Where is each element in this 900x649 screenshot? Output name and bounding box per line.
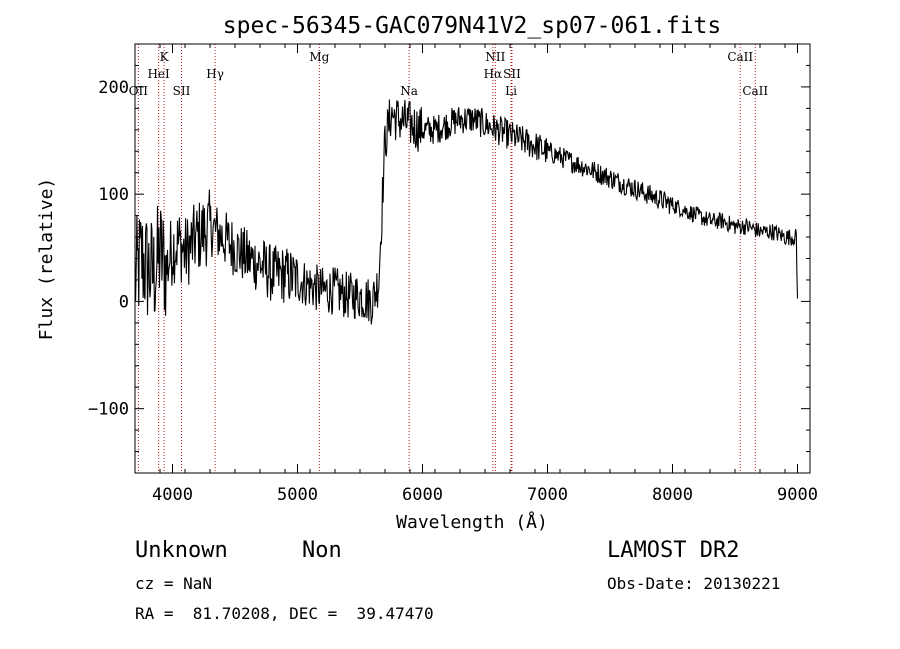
line-marker-label: OII (129, 84, 149, 98)
line-marker-label: HeI (147, 67, 170, 81)
line-marker-label: CaII (727, 50, 753, 64)
line-marker-label: Na (400, 84, 418, 98)
spectrum-line (134, 99, 799, 325)
line-marker-label: Hγ (206, 67, 224, 81)
line-marker-label: Hα (484, 67, 503, 81)
line-marker-label: Mg (309, 50, 329, 64)
obs-date-text: Obs-Date: 20130221 (607, 574, 781, 593)
x-tick-label: 4000 (152, 485, 193, 505)
spectral-subclass: Non (302, 538, 342, 563)
spectrum-series (134, 99, 799, 325)
line-marker-label: Li (505, 84, 517, 98)
line-marker-label: CaII (742, 84, 768, 98)
axis-ticks: 4000 5000 6000 7000 8000 9000 −100 0 100 200 (88, 43, 818, 505)
survey-name: LAMOST DR2 (607, 538, 740, 563)
x-tick-label: 7000 (527, 485, 568, 505)
line-marker-label: NII (485, 50, 505, 64)
x-tick-label: 5000 (277, 485, 318, 505)
y-tick-label: 200 (98, 78, 129, 98)
line-marker-label: SII (503, 67, 521, 81)
plot-frame (134, 43, 811, 474)
y-tick-label: 100 (98, 185, 129, 205)
x-tick-label: 6000 (402, 485, 443, 505)
x-axis-label: Wavelength (Å) (396, 511, 548, 533)
spectral-class: Unknown (135, 538, 228, 563)
x-tick-label: 9000 (777, 485, 818, 505)
y-axis-label: Flux (relative) (36, 178, 57, 341)
y-tick-label: −100 (88, 400, 129, 420)
y-tick-label: 0 (119, 292, 129, 312)
chart-title: spec-56345-GAC079N41V2_sp07-061.fits (223, 13, 722, 39)
line-marker-label: SII (173, 84, 191, 98)
redshift-text: cz = NaN (135, 574, 213, 593)
x-tick-label: 8000 (652, 485, 693, 505)
coordinates-text: RA = 81.70208, DEC = 39.47470 (135, 604, 434, 623)
line-marker-label: K (160, 50, 170, 64)
